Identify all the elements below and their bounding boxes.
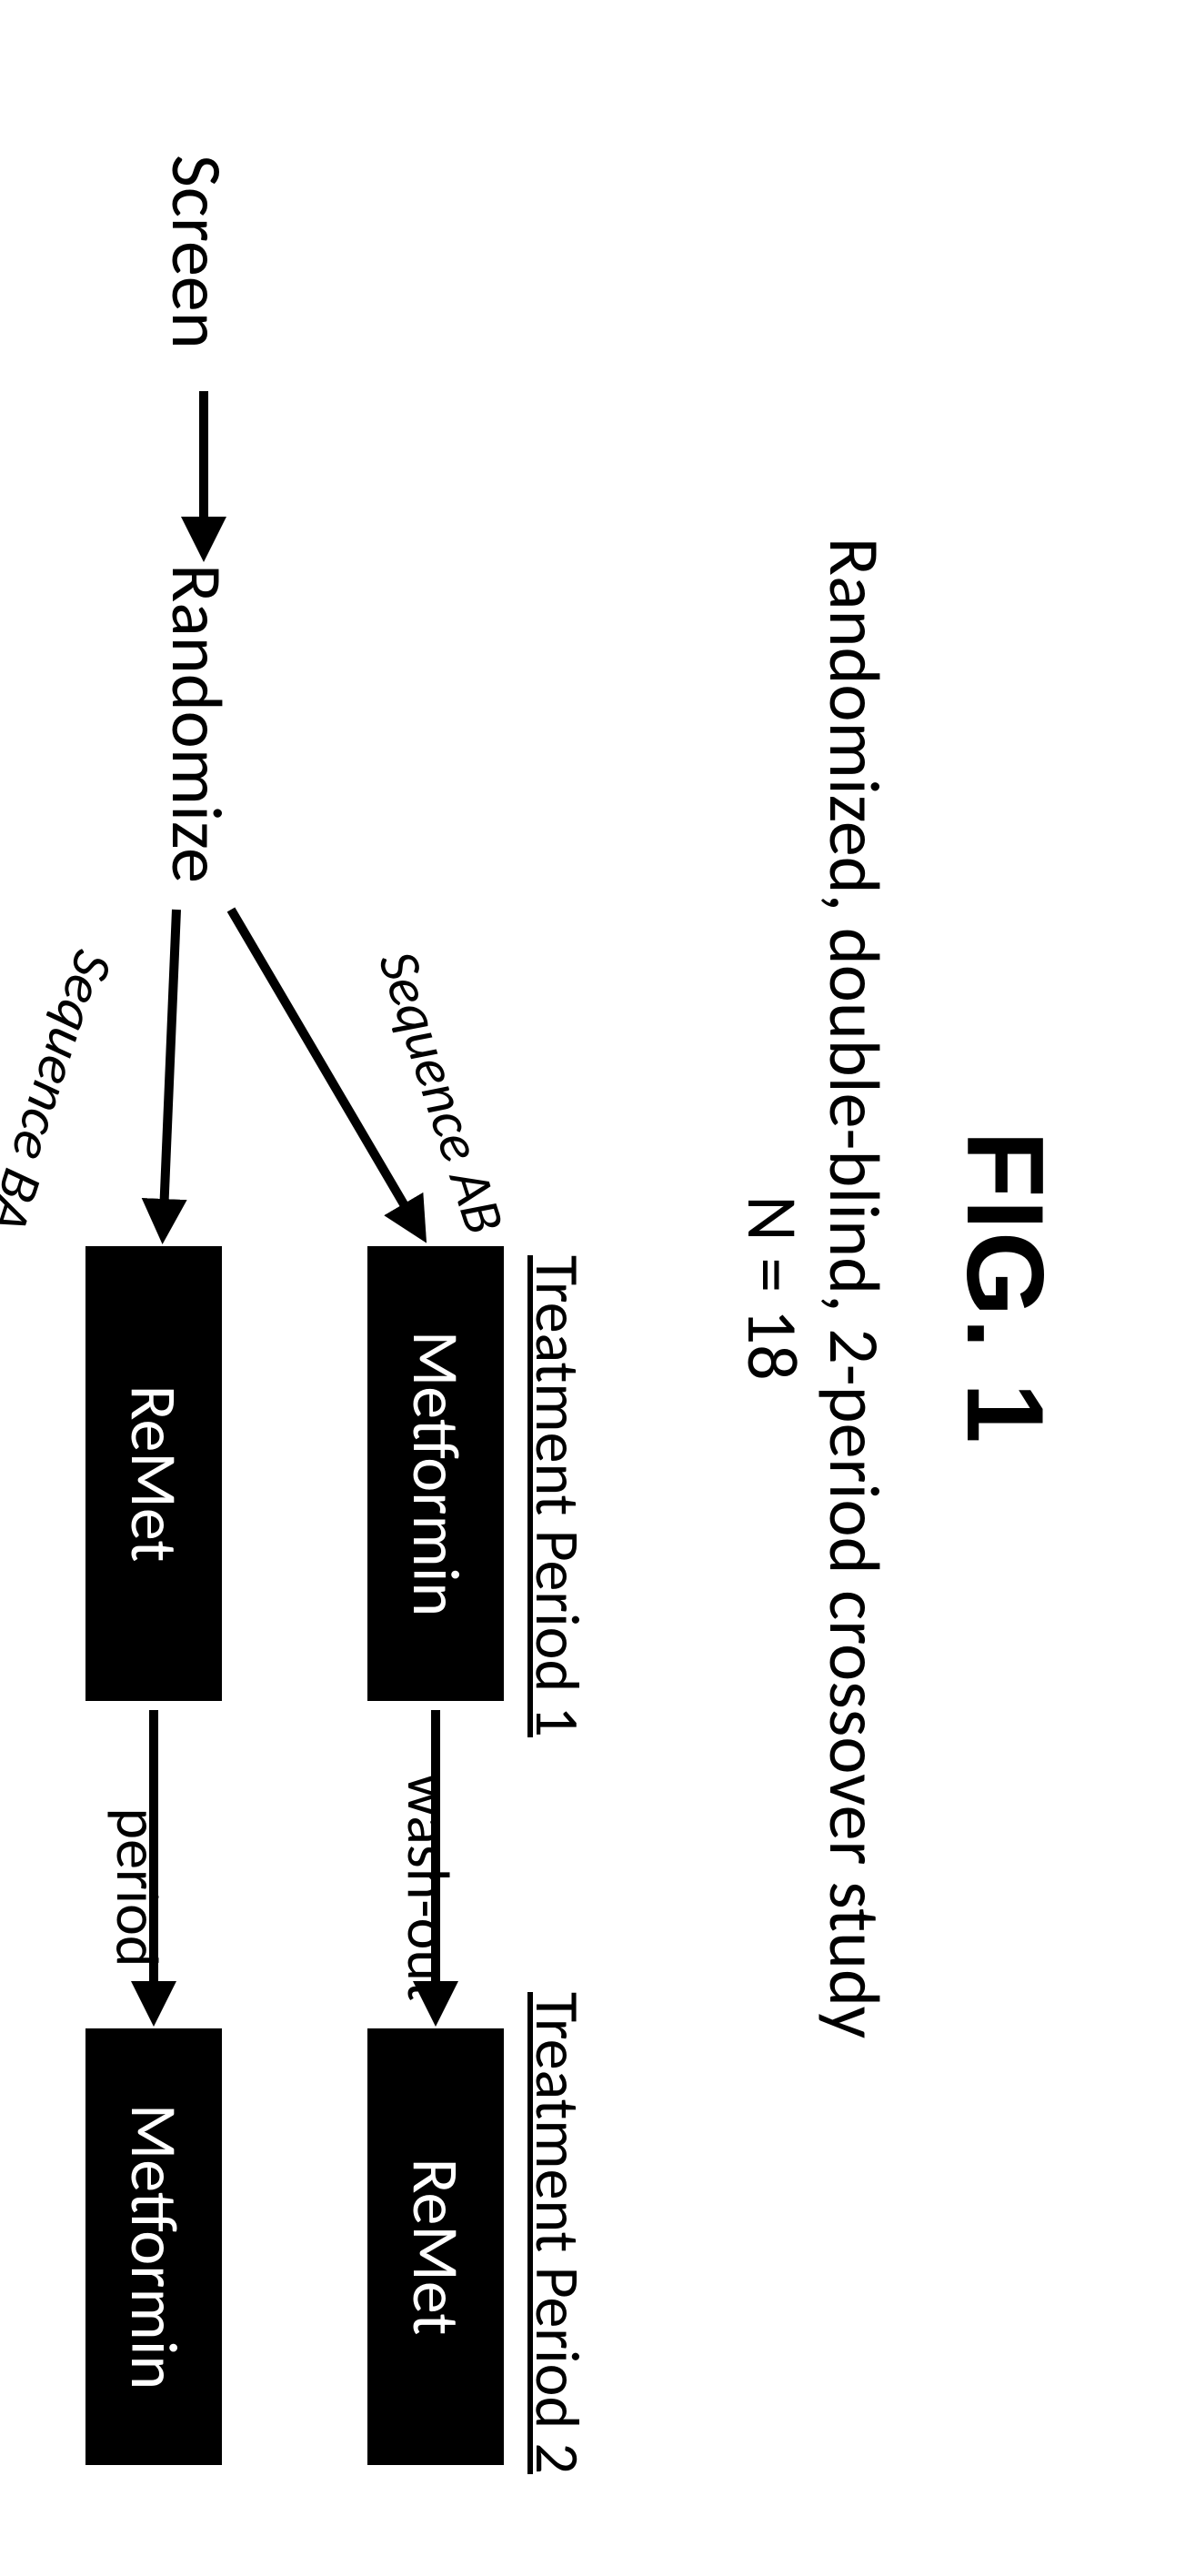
arrow-randomize-to-p1-top — [231, 910, 422, 1235]
arrow-randomize-to-p1-bot — [163, 910, 176, 1235]
flow-arrows — [0, 0, 1195, 2576]
